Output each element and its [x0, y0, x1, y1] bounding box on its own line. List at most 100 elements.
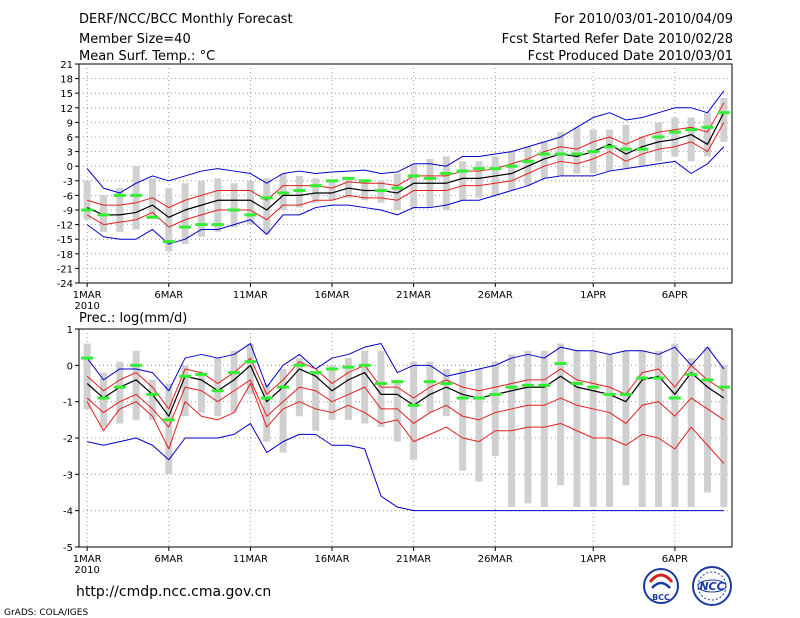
y-tick-label: -4 [63, 507, 73, 518]
bcc-logo: BCC [643, 568, 679, 604]
ensemble-box [622, 350, 630, 486]
x-year-label: 2010 [74, 301, 99, 312]
ensemble-box [459, 368, 467, 471]
x-tick-label: 26MAR [478, 290, 513, 301]
ensemble-box [410, 361, 418, 460]
ensemble-box [214, 178, 222, 232]
header-variable: Mean Surf. Temp.: °C [79, 49, 215, 64]
ensemble-box [99, 372, 107, 428]
ensemble-box [442, 368, 450, 417]
ensemble-box [230, 350, 238, 413]
upper-spread-line [86, 357, 725, 410]
min-envelope-line [87, 422, 724, 512]
ensemble-box [704, 347, 712, 493]
ensemble-box [377, 350, 385, 428]
ensemble-box [573, 127, 581, 174]
ensemble-box [459, 161, 467, 201]
x-tick-label: 21MAR [396, 290, 431, 301]
ensemble-box [393, 173, 401, 210]
ensemble-box [181, 183, 189, 245]
y-tick-label: -9 [63, 206, 73, 217]
ensemble-box [704, 112, 712, 157]
ensemble-box [279, 368, 287, 453]
x-tick-label: 1APR [580, 290, 606, 301]
x-tick-label: 6APR [662, 290, 688, 301]
x-tick-label: 16MAR [314, 290, 349, 301]
low-percentile-line [86, 383, 725, 464]
x-tick-label: 1MAR [73, 554, 102, 565]
ensemble-box [410, 163, 418, 208]
ensemble-mean-line [86, 364, 725, 417]
upper-spread-line [87, 102, 725, 209]
ensemble-box [540, 350, 548, 508]
x-tick-label: 26MAR [478, 554, 513, 565]
y-tick-label: -2 [63, 434, 73, 445]
ensemble-box [671, 117, 679, 157]
ensemble-box [622, 124, 630, 169]
ensemble-box [638, 137, 646, 167]
source-url[interactable]: http://cmdp.ncc.cma.gov.cn [76, 584, 271, 600]
ensemble-box [197, 180, 205, 237]
ensemble-box [116, 188, 124, 232]
ensemble-box [246, 343, 254, 395]
grads-credit: GrADS: COLA/IGES [4, 608, 88, 618]
ncc-logo: NCC [692, 566, 732, 606]
ensemble-box [573, 350, 581, 508]
ensemble-box [720, 98, 728, 142]
ensemble-mean-line [86, 112, 725, 218]
ensemble-box [246, 180, 254, 225]
ensemble-box [508, 151, 516, 191]
ensemble-box [638, 350, 646, 508]
header-title: DERF/NCC/BCC Monthly Forecast [79, 12, 293, 27]
ensemble-box [328, 365, 336, 420]
y-tick-label: 9 [67, 118, 73, 129]
ensemble-box [312, 372, 320, 431]
y-tick-label: 3 [67, 148, 73, 159]
min-envelope-line [86, 146, 725, 245]
ensemble-box [132, 166, 140, 230]
y-tick-label: -21 [57, 264, 73, 275]
ensemble-box [116, 361, 124, 424]
y-tick-label: 12 [60, 104, 73, 115]
ensemble-box [148, 379, 156, 420]
y-tick-label: 1 [67, 325, 73, 336]
y-tick-label: -5 [63, 543, 73, 554]
ensemble-box [328, 180, 336, 201]
ensemble-box [671, 343, 679, 508]
x-tick-label: 6MAR [154, 290, 183, 301]
ensemble-box [606, 129, 614, 172]
y-tick-label: -3 [63, 470, 73, 481]
ensemble-box [393, 379, 401, 442]
prec-panel-title: Prec.: log(mm/d) [79, 311, 187, 326]
plot-frame [78, 63, 733, 284]
y-tick-label: 18 [60, 75, 73, 86]
y-tick-label: -6 [63, 191, 73, 202]
ensemble-box [312, 178, 320, 203]
ensemble-box [230, 183, 238, 228]
ensemble-box [344, 358, 352, 420]
ncc-logo-text: NCC [699, 580, 724, 593]
y-tick-label: -24 [57, 279, 73, 290]
x-tick-label: 1APR [580, 554, 606, 565]
ensemble-box [687, 358, 695, 508]
plot-frame [78, 328, 733, 548]
x-tick-label: 11MAR [233, 290, 268, 301]
x-tick-label: 6APR [662, 554, 688, 565]
ensemble-box [540, 141, 548, 179]
x-tick-label: 6MAR [154, 554, 183, 565]
ensemble-box [557, 343, 565, 486]
y-tick-label: 0 [67, 162, 73, 173]
lower-spread-line [86, 122, 725, 228]
ensemble-box [491, 361, 499, 457]
header-start-date: Fcst Started Refer Date 2010/02/28 [502, 32, 733, 47]
y-tick-label: 21 [60, 60, 73, 71]
ensemble-box [606, 354, 614, 508]
ensemble-box [132, 350, 140, 420]
ensemble-box [589, 350, 597, 508]
x-tick-label: 11MAR [233, 554, 268, 565]
x-year-label: 2010 [74, 565, 99, 576]
ensemble-box [214, 358, 222, 417]
